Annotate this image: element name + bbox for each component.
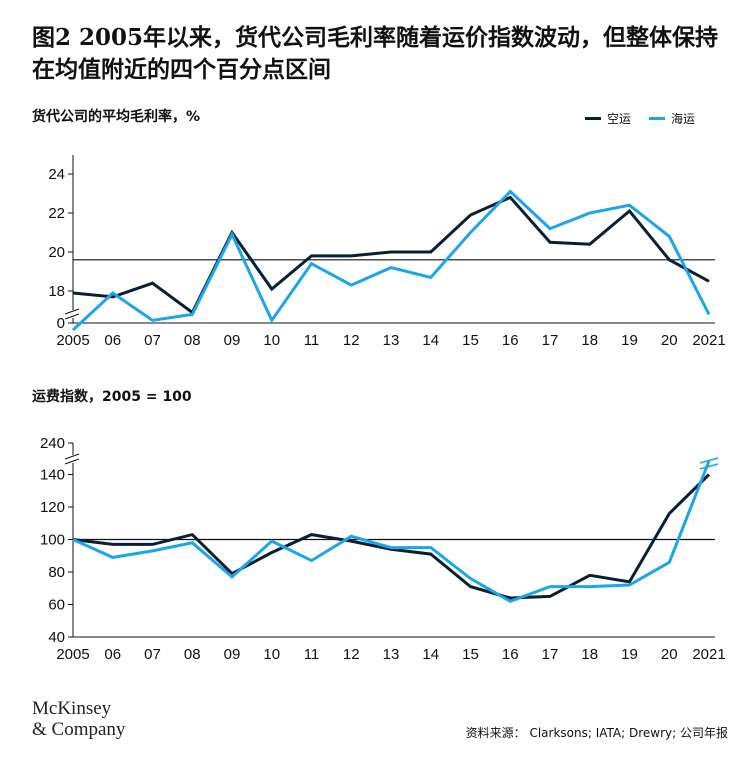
chart2-x-tick-label: 16 (502, 646, 519, 663)
chart1-series-air-line (72, 195, 710, 315)
chart1-x-tick-label: 14 (422, 332, 439, 349)
chart1-x-tick-label: 2021 (692, 332, 725, 349)
chart1-x-tick-label: 08 (184, 332, 201, 349)
chart2-series-break-mark (699, 463, 719, 470)
top-chart-subtitle: 货代公司的平均毛利率，% (32, 109, 201, 125)
chart1-x-tick-label: 13 (383, 332, 400, 349)
chart2-axis-break-mark (64, 453, 80, 460)
chart2-x-tick-label: 07 (144, 646, 161, 663)
chart2-y-tick-label: 120 (40, 499, 65, 516)
chart1-x-tick-label: 15 (462, 332, 479, 349)
chart2-series-air-line (72, 473, 711, 600)
chart2-x-tick-label: 06 (104, 646, 121, 663)
chart2-y-tick-label: 240 (40, 435, 65, 452)
chart1-y-tick-label: 18 (48, 283, 65, 300)
chart2-series-sea-line (72, 460, 711, 603)
chart2-x-tick-label: 18 (581, 646, 598, 663)
bottom-chart-subtitle: 运费指数，2005 = 100 (32, 389, 192, 405)
chart2-x-tick-label: 2005 (56, 646, 89, 663)
chart1-axis-break-mark (64, 308, 80, 315)
chart-title: 图2 2005年以来，货代公司毛利率随着运价指数波动，但整体保持在均值附近的四个… (32, 24, 719, 83)
brand-line-2: & Company (32, 719, 126, 740)
chart2-y-tick-label: 40 (48, 629, 65, 646)
chart1-axis-break-mark (64, 313, 80, 320)
chart2-y-tick-label: 80 (48, 564, 65, 581)
chart2-y-tick-label: 100 (40, 532, 65, 549)
source-note: 资料来源： Clarksons; IATA; Drewry; 公司年报 (465, 726, 728, 740)
chart1-y-tick-label: 22 (48, 205, 65, 222)
chart2-x-tick-label: 10 (263, 646, 280, 663)
chart2-x-tick-label: 19 (621, 646, 638, 663)
legend-item-air: 空运 (585, 110, 631, 127)
chart2-x-tick-label: 09 (224, 646, 241, 663)
chart2-x-tick-label: 12 (343, 646, 360, 663)
chart2-x-tick-label: 08 (184, 646, 201, 663)
chart1-x-tick-label: 2005 (56, 332, 89, 349)
chart1-y-tick-label: 0 (57, 315, 65, 332)
chart2-x-tick-label: 2021 (692, 646, 725, 663)
legend-item-sea: 海运 (649, 110, 695, 127)
chart1-x-tick-label: 18 (581, 332, 598, 349)
chart2-series-break-mark (699, 457, 719, 464)
chart1-x-tick-label: 07 (144, 332, 161, 349)
legend-swatch-sea (649, 117, 666, 120)
chart1-x-tick-label: 20 (661, 332, 678, 349)
chart2-axis-break-gap (65, 455, 81, 463)
chart1-x-tick-label: 17 (542, 332, 559, 349)
chart1-x-tick-label: 10 (263, 332, 280, 349)
chart2-axis-break-mark (64, 458, 80, 465)
chart2-y-tick-label: 60 (48, 597, 65, 614)
chart1-series-sea-line (71, 189, 711, 332)
chart1-axis-break-gap (65, 310, 81, 318)
chart2-x-tick-label: 17 (542, 646, 559, 663)
chart1-x-tick-label: 09 (224, 332, 241, 349)
chart1-y-tick-label: 20 (48, 244, 65, 261)
chart1-x-tick-label: 06 (104, 332, 121, 349)
chart1-y-tick-label: 24 (48, 166, 65, 183)
mckinsey-logo: McKinsey & Company (32, 698, 125, 740)
chart1-x-tick-label: 16 (502, 332, 519, 349)
legend-label-sea: 海运 (671, 112, 696, 126)
chart2-x-tick-label: 20 (661, 646, 678, 663)
legend-label-air: 空运 (607, 112, 632, 126)
legend: 空运 海运 (585, 110, 695, 127)
chart1-x-tick-label: 19 (621, 332, 638, 349)
brand-line-1: McKinsey (32, 698, 112, 719)
chart2-x-tick-label: 11 (304, 646, 320, 663)
chart1-x-tick-label: 12 (343, 332, 360, 349)
chart2-x-tick-label: 13 (383, 646, 400, 663)
chart2-x-tick-label: 15 (462, 646, 479, 663)
legend-swatch-air (585, 117, 601, 120)
chart2-y-tick-label: 140 (40, 467, 65, 484)
chart1-x-tick-label: 11 (304, 332, 320, 349)
chart2-x-tick-label: 14 (422, 646, 439, 663)
